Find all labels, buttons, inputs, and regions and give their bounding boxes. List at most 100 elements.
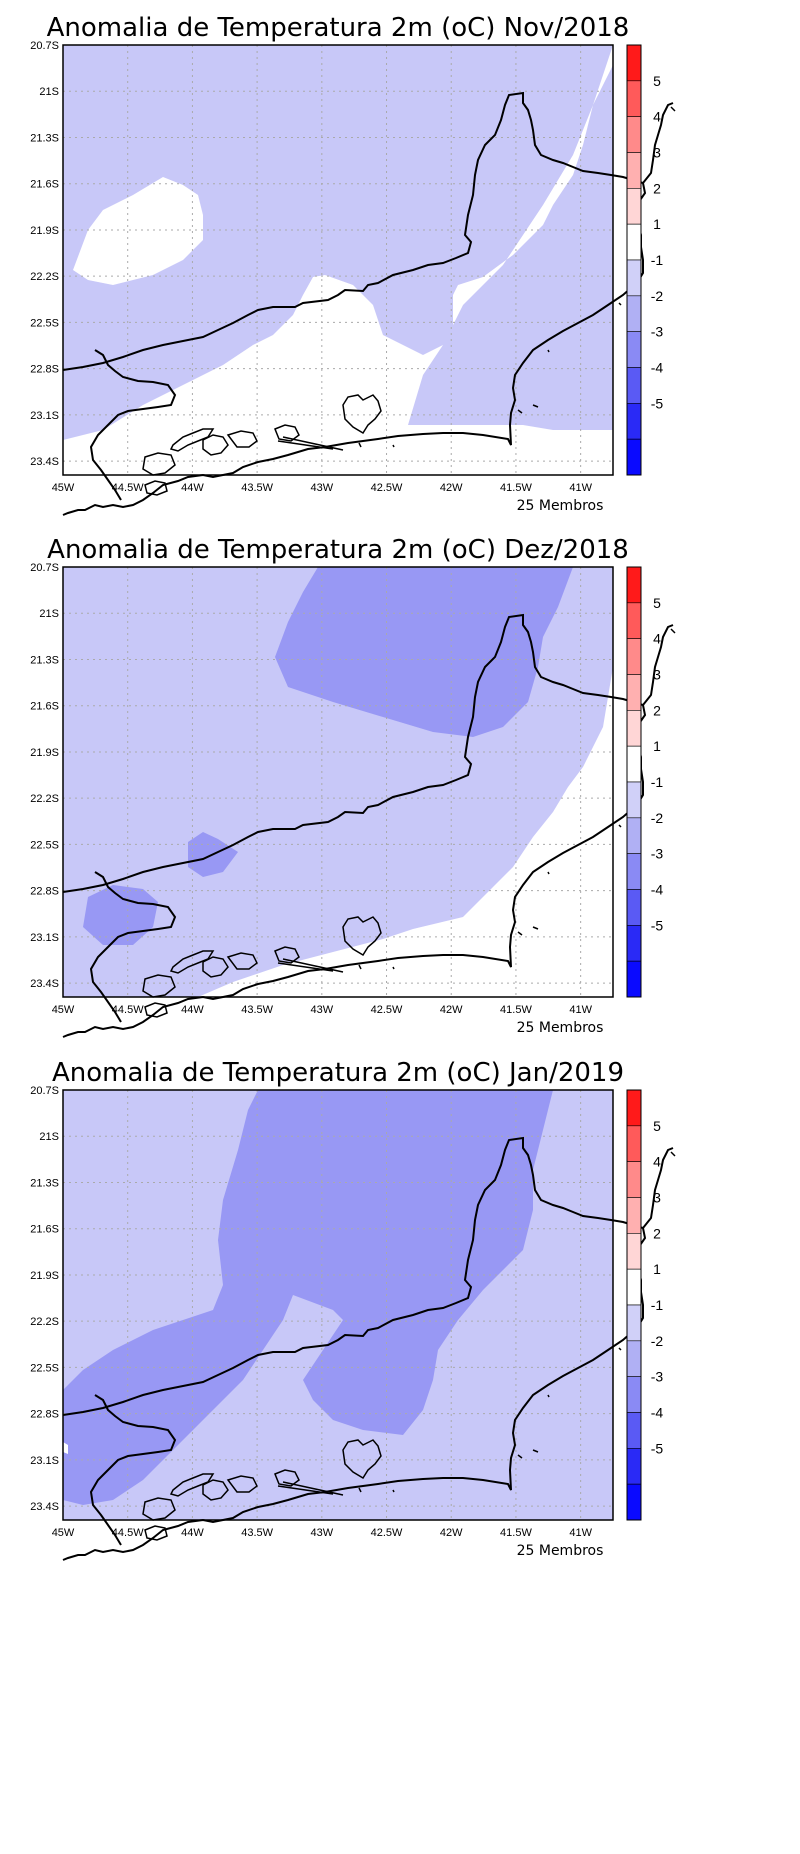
colorbar-segment xyxy=(626,188,642,225)
colorbar-segment xyxy=(626,1376,642,1413)
lon-tick-label: 44.5W xyxy=(112,1004,144,1016)
colorbar-segment xyxy=(626,116,642,153)
anomaly-region xyxy=(63,1090,553,1505)
colorbar-label: 4 xyxy=(653,631,661,647)
lat-tick-label: 20.7S xyxy=(30,40,59,52)
map-frame xyxy=(62,566,614,998)
panel-nov-2018: Anomalia de Temperatura 2m (oC) Nov/2018… xyxy=(30,13,676,516)
lat-tick-label: 21.3S xyxy=(30,132,59,144)
map-area xyxy=(63,45,613,475)
colorbar-segment xyxy=(626,566,642,604)
lon-tick-label: 43.5W xyxy=(241,1527,273,1539)
colorbar-segment xyxy=(626,1340,642,1377)
lon-tick-label: 41.5W xyxy=(500,1004,532,1016)
colorbar-label: 3 xyxy=(653,667,661,683)
colorbar-frame xyxy=(626,1089,642,1521)
lat-tick-label: 21.6S xyxy=(30,179,59,191)
colorbar-label: 2 xyxy=(653,1225,661,1241)
colorbar-segment xyxy=(626,367,642,404)
colorbar-segment xyxy=(626,638,642,675)
panel-dez-2018: Anomalia de Temperatura 2m (oC) Dez/2018… xyxy=(30,535,676,1038)
colorbar-segment xyxy=(626,259,642,297)
panel-title: Anomalia de Temperatura 2m (oC) Nov/2018 xyxy=(47,13,630,43)
lon-tick-label: 41W xyxy=(569,1527,592,1539)
colorbar: 5 4 3 2 1 -1 -2 -3 -4 -5 xyxy=(626,566,664,998)
colorbar-segment xyxy=(626,602,642,639)
colorbar-label: 3 xyxy=(653,145,661,161)
anomaly-region xyxy=(275,567,573,737)
ensemble-members-note: 25 Membros xyxy=(517,1543,604,1559)
lat-tick-label: 23.1S xyxy=(30,410,59,422)
colorbar-label: -3 xyxy=(651,846,664,862)
colorbar-segment xyxy=(626,925,642,962)
colorbar-segment xyxy=(626,960,642,998)
colorbar-label: 5 xyxy=(653,73,661,89)
colorbar-label: -1 xyxy=(651,774,664,790)
lat-tick-label: 22.2S xyxy=(30,271,59,283)
colorbar-segment xyxy=(626,44,642,82)
colorbar-segment xyxy=(626,1089,642,1127)
lat-tick-label: 21.3S xyxy=(30,1177,59,1189)
lon-tick-label: 43W xyxy=(311,482,334,494)
panel-jan-2019: Anomalia de Temperatura 2m (oC) Jan/2019… xyxy=(30,1058,676,1561)
colorbar-label: 2 xyxy=(653,180,661,196)
lon-tick-label: 42.5W xyxy=(371,482,403,494)
colorbar-label: -2 xyxy=(651,810,664,826)
anomaly-region xyxy=(63,1442,68,1454)
colorbar-label: 1 xyxy=(653,1261,661,1277)
lon-tick-label: 44W xyxy=(181,1527,204,1539)
lon-tick-label: 41.5W xyxy=(500,1527,532,1539)
lat-tick-label: 22.8S xyxy=(30,886,59,898)
colorbar-frame xyxy=(626,44,642,476)
lon-tick-label: 45W xyxy=(52,1527,75,1539)
map-frame xyxy=(62,44,614,476)
colorbar-label: -4 xyxy=(651,882,664,898)
lat-tick-label: 20.7S xyxy=(30,1085,59,1097)
lon-tick-label: 44W xyxy=(181,482,204,494)
lat-tick-label: 23.1S xyxy=(30,1455,59,1467)
panel-title: Anomalia de Temperatura 2m (oC) Jan/2019 xyxy=(52,1058,624,1088)
colorbar-segment xyxy=(626,674,642,711)
colorbar-segment xyxy=(626,331,642,368)
lat-tick-label: 22.2S xyxy=(30,793,59,805)
colorbar-frame xyxy=(626,566,642,998)
lon-tick-label: 42W xyxy=(440,1527,463,1539)
ensemble-members-note: 25 Membros xyxy=(517,1020,604,1036)
colorbar-segment xyxy=(626,1268,642,1306)
lon-tick-label: 41W xyxy=(569,482,592,494)
colorbar-segment xyxy=(626,889,642,926)
lon-tick-label: 44.5W xyxy=(112,482,144,494)
lat-tick-label: 21.6S xyxy=(30,701,59,713)
colorbar-segment xyxy=(626,1448,642,1485)
anomaly-region xyxy=(198,667,613,997)
lon-tick-label: 42.5W xyxy=(371,1004,403,1016)
colorbar-label: -3 xyxy=(651,1369,664,1385)
lat-tick-label: 22.8S xyxy=(30,364,59,376)
colorbar-label: 2 xyxy=(653,702,661,718)
colorbar-label: -4 xyxy=(651,1405,664,1421)
lon-tick-label: 45W xyxy=(52,1004,75,1016)
colorbar-label: 3 xyxy=(653,1190,661,1206)
lat-tick-label: 21.9S xyxy=(30,747,59,759)
colorbar-label: -2 xyxy=(651,288,664,304)
lat-tick-label: 21.9S xyxy=(30,1270,59,1282)
colorbar-segment xyxy=(626,817,642,854)
lon-tick-label: 41.5W xyxy=(500,482,532,494)
lon-tick-label: 42W xyxy=(440,482,463,494)
anomaly-region xyxy=(83,885,158,945)
colorbar-segment xyxy=(626,152,642,189)
lat-tick-label: 22.5S xyxy=(30,317,59,329)
map-frame xyxy=(62,1089,614,1521)
lat-tick-label: 20.7S xyxy=(30,562,59,574)
lat-tick-label: 21S xyxy=(39,1131,59,1143)
lon-tick-label: 42.5W xyxy=(371,1527,403,1539)
colorbar-label: -4 xyxy=(651,360,664,376)
colorbar-label: 1 xyxy=(653,216,661,232)
colorbar-segment xyxy=(626,1197,642,1234)
colorbar-segment xyxy=(626,853,642,890)
lat-tick-label: 23.4S xyxy=(30,1501,59,1513)
colorbar-label: -1 xyxy=(651,1297,664,1313)
lon-tick-label: 43.5W xyxy=(241,482,273,494)
anomaly-region xyxy=(63,45,613,475)
